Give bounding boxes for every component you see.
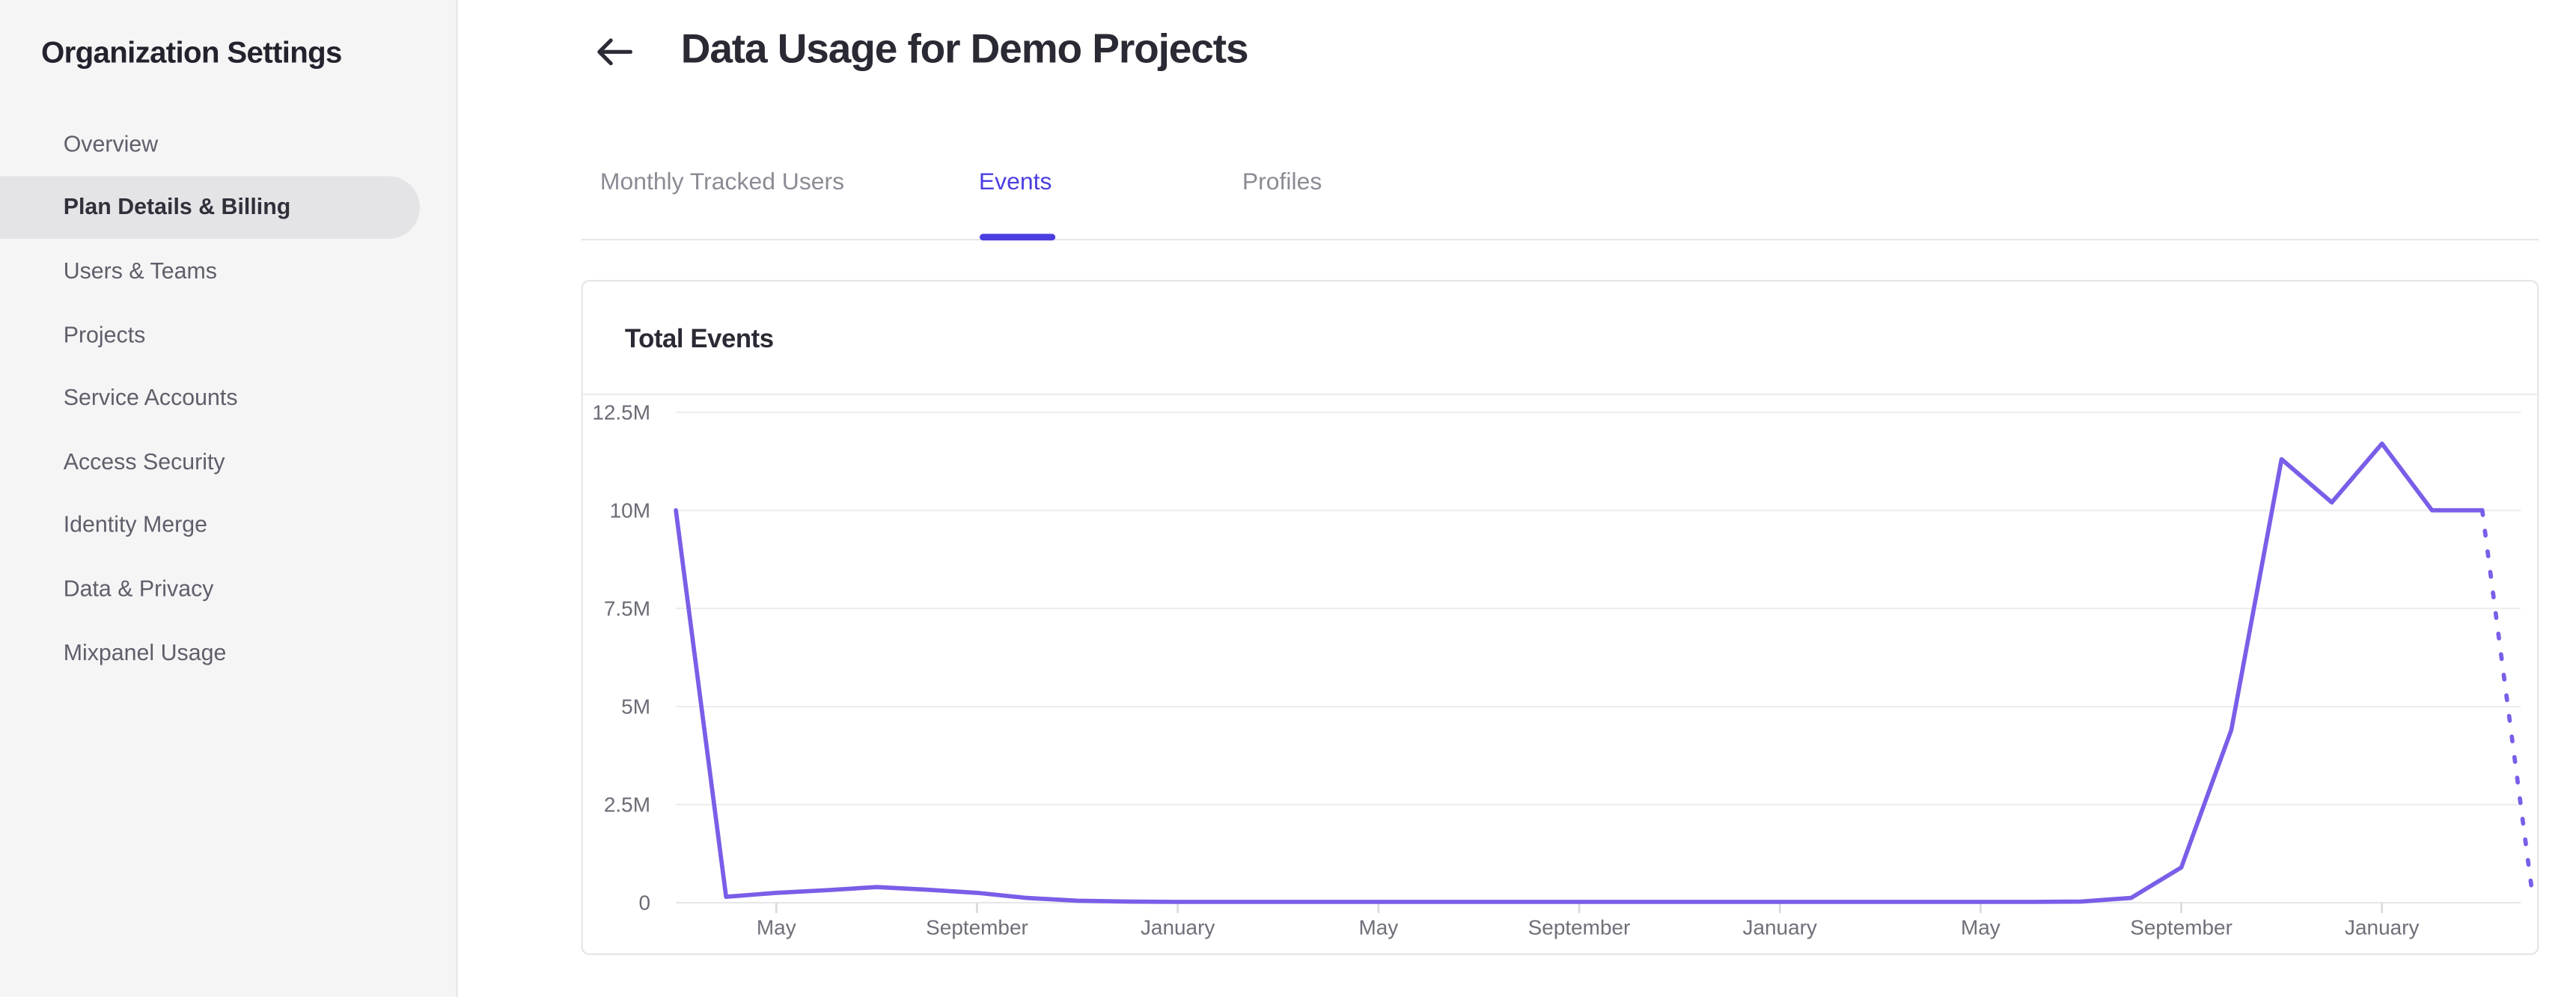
sidebar-item-overview[interactable]: Overview xyxy=(63,131,159,156)
sidebar-nav: Overview Plan Details & Billing Users & … xyxy=(0,112,455,684)
total-events-card: Total Events 0 2.5M 5M 7.5M 10M 12.5M May Septe… xyxy=(580,280,2539,954)
y-axis-label: 10M xyxy=(609,499,650,522)
y-axis-label: 0 xyxy=(638,891,650,915)
sidebar-item-users-teams[interactable]: Users & Teams xyxy=(63,258,217,284)
events-chart: 0 2.5M 5M 7.5M 10M 12.5M May September January Ma… xyxy=(591,401,2534,939)
y-axis-label: 2.5M xyxy=(603,793,650,817)
total-events-line xyxy=(673,441,2484,904)
page-title: Data Usage for Demo Projects xyxy=(680,26,1249,73)
sidebar-item-access-security[interactable]: Access Security xyxy=(63,449,225,475)
x-axis-label: January xyxy=(2344,916,2418,939)
x-axis-label: September xyxy=(1527,916,1630,939)
total-events-line-projection xyxy=(2479,507,2534,897)
x-axis-label: May xyxy=(1960,916,2000,939)
back-button[interactable] xyxy=(593,38,633,70)
sidebar-title: Organization Settings xyxy=(41,34,342,70)
sidebar: Organization Settings Overview Plan Deta… xyxy=(0,0,457,997)
sidebar-item-service-accounts[interactable]: Service Accounts xyxy=(63,385,238,411)
tabs-bar: Monthly Tracked Users Events Profiles xyxy=(580,156,2539,241)
tab-profiles[interactable]: Profiles xyxy=(1242,168,1322,195)
back-arrow-icon xyxy=(596,38,632,66)
x-axis-label: September xyxy=(2129,916,2232,939)
y-axis-label: 12.5M xyxy=(591,401,650,424)
y-axis-label: 5M xyxy=(620,695,650,719)
sidebar-item-identity-merge[interactable]: Identity Merge xyxy=(63,512,208,537)
x-axis-label: January xyxy=(1140,916,1214,939)
sidebar-item-mixpanel-usage[interactable]: Mixpanel Usage xyxy=(63,639,227,665)
x-axis-label: January xyxy=(1742,916,1816,939)
sidebar-item-data-privacy[interactable]: Data & Privacy xyxy=(63,576,214,601)
y-axis-label: 7.5M xyxy=(603,597,650,621)
card-title: Total Events xyxy=(624,326,774,354)
x-axis-label: May xyxy=(756,916,796,939)
active-tab-underline xyxy=(978,234,1056,241)
tab-events[interactable]: Events xyxy=(978,168,1052,195)
x-axis-label: September xyxy=(925,916,1028,939)
tab-monthly-tracked-users[interactable]: Monthly Tracked Users xyxy=(599,168,845,195)
main-content: Data Usage for Demo Projects Monthly Tra… xyxy=(458,0,2576,997)
sidebar-item-projects[interactable]: Projects xyxy=(63,322,146,347)
x-axis-label: May xyxy=(1358,916,1397,939)
card-header-divider xyxy=(582,393,2537,395)
sidebar-item-plan-details-billing[interactable]: Plan Details & Billing xyxy=(0,175,420,240)
